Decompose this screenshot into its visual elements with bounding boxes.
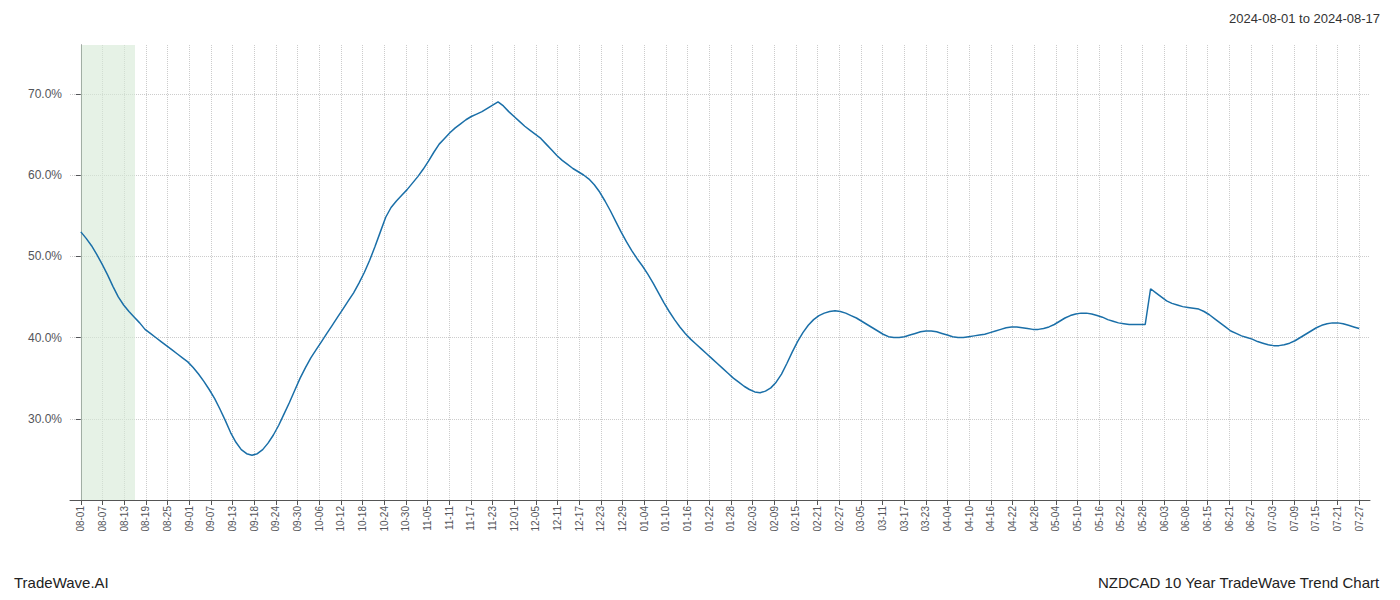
svg-text:06-21: 06-21 — [1224, 506, 1235, 532]
svg-text:08-25: 08-25 — [162, 506, 173, 532]
svg-text:11-23: 11-23 — [487, 506, 498, 531]
svg-text:02-27: 02-27 — [834, 506, 845, 532]
svg-text:05-10: 05-10 — [1072, 506, 1083, 532]
svg-text:08-07: 08-07 — [97, 506, 108, 532]
svg-text:02-09: 02-09 — [769, 506, 780, 532]
svg-text:07-27: 07-27 — [1354, 506, 1365, 532]
svg-text:04-22: 04-22 — [1007, 506, 1018, 532]
svg-text:10-30: 10-30 — [400, 506, 411, 532]
svg-text:12-01: 12-01 — [509, 506, 520, 532]
svg-text:09-30: 09-30 — [292, 506, 303, 532]
svg-text:01-10: 01-10 — [660, 506, 671, 532]
svg-text:70.0%: 70.0% — [28, 87, 62, 101]
svg-text:04-16: 04-16 — [985, 506, 996, 532]
svg-text:01-28: 01-28 — [725, 506, 736, 532]
svg-text:NZDCAD 10 Year TradeWave Trend: NZDCAD 10 Year TradeWave Trend Chart — [1098, 574, 1380, 591]
svg-text:50.0%: 50.0% — [28, 249, 62, 263]
svg-text:05-04: 05-04 — [1050, 506, 1061, 532]
svg-text:09-07: 09-07 — [205, 506, 216, 532]
svg-text:07-15: 07-15 — [1310, 506, 1321, 532]
svg-text:10-18: 10-18 — [357, 506, 368, 532]
svg-text:01-22: 01-22 — [704, 506, 715, 532]
svg-text:11-17: 11-17 — [465, 506, 476, 531]
svg-text:11-11: 11-11 — [444, 506, 455, 531]
svg-text:09-18: 09-18 — [249, 506, 260, 532]
svg-text:08-01: 08-01 — [75, 506, 86, 532]
svg-text:07-03: 07-03 — [1267, 506, 1278, 532]
svg-text:12-05: 12-05 — [530, 506, 541, 532]
svg-text:12-23: 12-23 — [595, 506, 606, 532]
svg-text:02-15: 02-15 — [790, 506, 801, 532]
svg-text:10-24: 10-24 — [379, 506, 390, 532]
svg-text:06-15: 06-15 — [1202, 506, 1213, 532]
svg-text:40.0%: 40.0% — [28, 331, 62, 345]
svg-text:10-06: 10-06 — [314, 506, 325, 532]
svg-text:02-21: 02-21 — [812, 506, 823, 532]
svg-text:2024-08-01 to 2024-08-17: 2024-08-01 to 2024-08-17 — [1229, 11, 1380, 26]
svg-text:05-16: 05-16 — [1094, 506, 1105, 532]
svg-text:11-05: 11-05 — [422, 506, 433, 531]
svg-text:06-27: 06-27 — [1245, 506, 1256, 532]
svg-text:12-17: 12-17 — [574, 506, 585, 532]
svg-text:02-03: 02-03 — [747, 506, 758, 532]
svg-text:01-04: 01-04 — [639, 506, 650, 532]
svg-text:07-21: 07-21 — [1332, 506, 1343, 532]
svg-text:09-01: 09-01 — [184, 506, 195, 532]
svg-text:10-12: 10-12 — [335, 506, 346, 532]
svg-text:60.0%: 60.0% — [28, 168, 62, 182]
svg-text:04-10: 04-10 — [964, 506, 975, 532]
svg-text:06-08: 06-08 — [1180, 506, 1191, 532]
svg-text:08-19: 08-19 — [140, 506, 151, 532]
svg-text:03-11: 03-11 — [877, 506, 888, 531]
svg-text:30.0%: 30.0% — [28, 412, 62, 426]
svg-text:09-13: 09-13 — [227, 506, 238, 532]
svg-text:03-17: 03-17 — [899, 506, 910, 532]
svg-text:07-09: 07-09 — [1289, 506, 1300, 532]
svg-text:08-13: 08-13 — [119, 506, 130, 532]
svg-text:03-23: 03-23 — [920, 506, 931, 532]
svg-text:TradeWave.AI: TradeWave.AI — [14, 574, 109, 591]
svg-text:03-05: 03-05 — [855, 506, 866, 532]
svg-text:06-03: 06-03 — [1159, 506, 1170, 532]
svg-text:01-16: 01-16 — [682, 506, 693, 532]
svg-text:05-22: 05-22 — [1115, 506, 1126, 532]
svg-text:12-29: 12-29 — [617, 506, 628, 532]
svg-text:05-28: 05-28 — [1137, 506, 1148, 532]
svg-text:04-28: 04-28 — [1029, 506, 1040, 532]
svg-text:04-04: 04-04 — [942, 506, 953, 532]
svg-text:12-11: 12-11 — [552, 506, 563, 531]
svg-text:09-24: 09-24 — [270, 506, 281, 532]
